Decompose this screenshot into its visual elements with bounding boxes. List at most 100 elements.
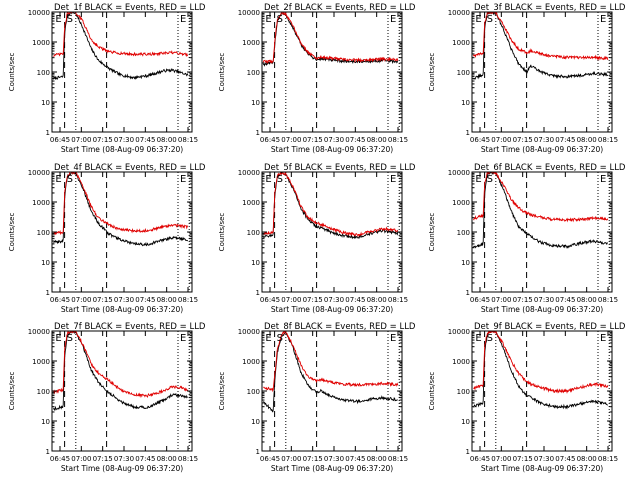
y-tick-label: 10000: [28, 328, 50, 336]
x-tick-label: 07:45: [555, 455, 575, 463]
event-marker-label: S: [277, 333, 283, 344]
x-tick-label: 06:45: [470, 296, 490, 304]
y-tick-label: 100: [37, 388, 50, 396]
event-marker-label: S: [277, 14, 283, 25]
x-tick-label: 08:00: [157, 136, 177, 144]
x-tick-label: 07:00: [71, 455, 91, 463]
x-tick-label: 07:15: [303, 136, 323, 144]
x-tick-label: 07:15: [513, 136, 533, 144]
x-axis-label: Start Time (08-Aug-09 06:37:20): [481, 305, 603, 314]
plot-title: Det_9f BLACK = Events, RED = LLD: [474, 322, 626, 332]
event-marker-label: E: [475, 174, 481, 185]
y-tick-label: 1: [466, 448, 470, 456]
plot-title: Det_4f BLACK = Events, RED = LLD: [54, 163, 206, 173]
x-axis-label: Start Time (08-Aug-09 06:37:20): [271, 305, 393, 314]
y-tick-label: 1000: [242, 39, 260, 47]
x-tick-label: 07:00: [491, 136, 511, 144]
plot-title: Det_6f BLACK = Events, RED = LLD: [474, 163, 626, 173]
plot-panel-8: 1 10 100 1000 10000 06:45 07:00 07:15 07:30 07:45…: [218, 322, 416, 473]
plot-panel-4: 1 10 100 1000 10000 06:45 07:00 07:15 07:30 07:45…: [8, 163, 206, 314]
event-marker-label: E: [600, 14, 606, 25]
series-line-events: [473, 331, 608, 410]
y-tick-label: 100: [37, 69, 50, 77]
event-marker-label: E: [600, 333, 606, 344]
x-tick-label: 07:00: [71, 136, 91, 144]
y-tick-label: 10: [251, 418, 260, 426]
x-tick-label: 07:45: [555, 136, 575, 144]
x-tick-label: 08:15: [178, 455, 198, 463]
event-marker-label: E: [390, 333, 396, 344]
plot-title: Det_7f BLACK = Events, RED = LLD: [54, 322, 206, 332]
y-tick-label: 10: [41, 418, 50, 426]
x-tick-label: 07:30: [534, 455, 554, 463]
y-tick-label: 10: [41, 99, 50, 107]
y-tick-label: 100: [37, 229, 50, 237]
x-tick-label: 07:30: [324, 296, 344, 304]
y-tick-label: 10000: [28, 9, 50, 17]
y-tick-label: 10000: [238, 328, 260, 336]
x-tick-label: 06:45: [470, 455, 490, 463]
x-tick-label: 07:15: [303, 455, 323, 463]
y-axis-label: Counts/sec: [8, 213, 16, 252]
x-tick-label: 08:15: [598, 455, 618, 463]
y-tick-label: 10: [461, 99, 470, 107]
x-tick-label: 07:15: [93, 136, 113, 144]
y-axis-label: Counts/sec: [428, 372, 436, 411]
series-line-lld: [473, 331, 609, 394]
x-tick-label: 07:15: [93, 296, 113, 304]
event-marker-label: E: [55, 174, 61, 185]
y-tick-label: 10: [41, 259, 50, 267]
series-line-events: [473, 12, 609, 80]
y-tick-label: 1000: [242, 199, 260, 207]
event-marker-label: E: [475, 333, 481, 344]
x-tick-label: 08:15: [388, 455, 408, 463]
x-tick-label: 06:45: [50, 296, 70, 304]
y-tick-label: 10: [251, 99, 260, 107]
y-tick-label: 1000: [452, 358, 470, 366]
plot-frame: [261, 330, 403, 452]
series-line-lld: [53, 12, 189, 58]
plot-title: Det_2f BLACK = Events, RED = LLD: [264, 3, 416, 13]
y-tick-label: 100: [247, 229, 260, 237]
x-axis-label: Start Time (08-Aug-09 06:37:20): [481, 464, 603, 473]
series-line-events: [52, 12, 189, 80]
x-tick-label: 06:45: [260, 455, 280, 463]
plot-frame: [471, 171, 613, 293]
plot-panel-9: 1 10 100 1000 10000 06:45 07:00 07:15 07:30 07:45…: [428, 322, 626, 473]
x-tick-label: 08:15: [598, 296, 618, 304]
y-tick-label: 100: [247, 388, 260, 396]
x-tick-label: 07:30: [534, 136, 554, 144]
x-tick-label: 07:15: [93, 455, 113, 463]
plot-title: Det_5f BLACK = Events, RED = LLD: [264, 163, 416, 173]
x-tick-label: 08:00: [577, 296, 597, 304]
event-marker-label: S: [487, 14, 493, 25]
series-line-lld: [263, 172, 399, 238]
y-tick-label: 10: [461, 418, 470, 426]
y-tick-label: 100: [247, 69, 260, 77]
y-axis-label: Counts/sec: [8, 372, 16, 411]
event-marker-label: E: [55, 333, 61, 344]
y-tick-label: 1: [46, 289, 50, 297]
x-tick-label: 07:45: [555, 296, 575, 304]
y-tick-label: 1: [466, 289, 470, 297]
event-marker-label: S: [277, 174, 283, 185]
event-marker-label: S: [67, 333, 73, 344]
series-line-events: [53, 331, 188, 412]
x-tick-label: 07:45: [345, 136, 365, 144]
x-axis-label: Start Time (08-Aug-09 06:37:20): [61, 464, 183, 473]
y-tick-label: 10000: [448, 9, 470, 17]
plot-panel-6: 1 10 100 1000 10000 06:45 07:00 07:15 07:30 07:45…: [428, 163, 626, 314]
y-axis-label: Counts/sec: [218, 53, 226, 92]
series-line-lld: [263, 331, 399, 393]
y-tick-label: 10: [461, 259, 470, 267]
y-tick-label: 100: [457, 388, 470, 396]
x-tick-label: 08:00: [157, 296, 177, 304]
x-axis-label: Start Time (08-Aug-09 06:37:20): [481, 145, 603, 154]
y-tick-label: 10000: [238, 169, 260, 177]
series-line-lld: [53, 172, 189, 236]
x-tick-label: 07:15: [303, 296, 323, 304]
x-tick-label: 06:45: [260, 296, 280, 304]
event-marker-label: S: [487, 174, 493, 185]
x-tick-label: 07:00: [71, 296, 91, 304]
plot-title: Det_1f BLACK = Events, RED = LLD: [54, 3, 206, 13]
